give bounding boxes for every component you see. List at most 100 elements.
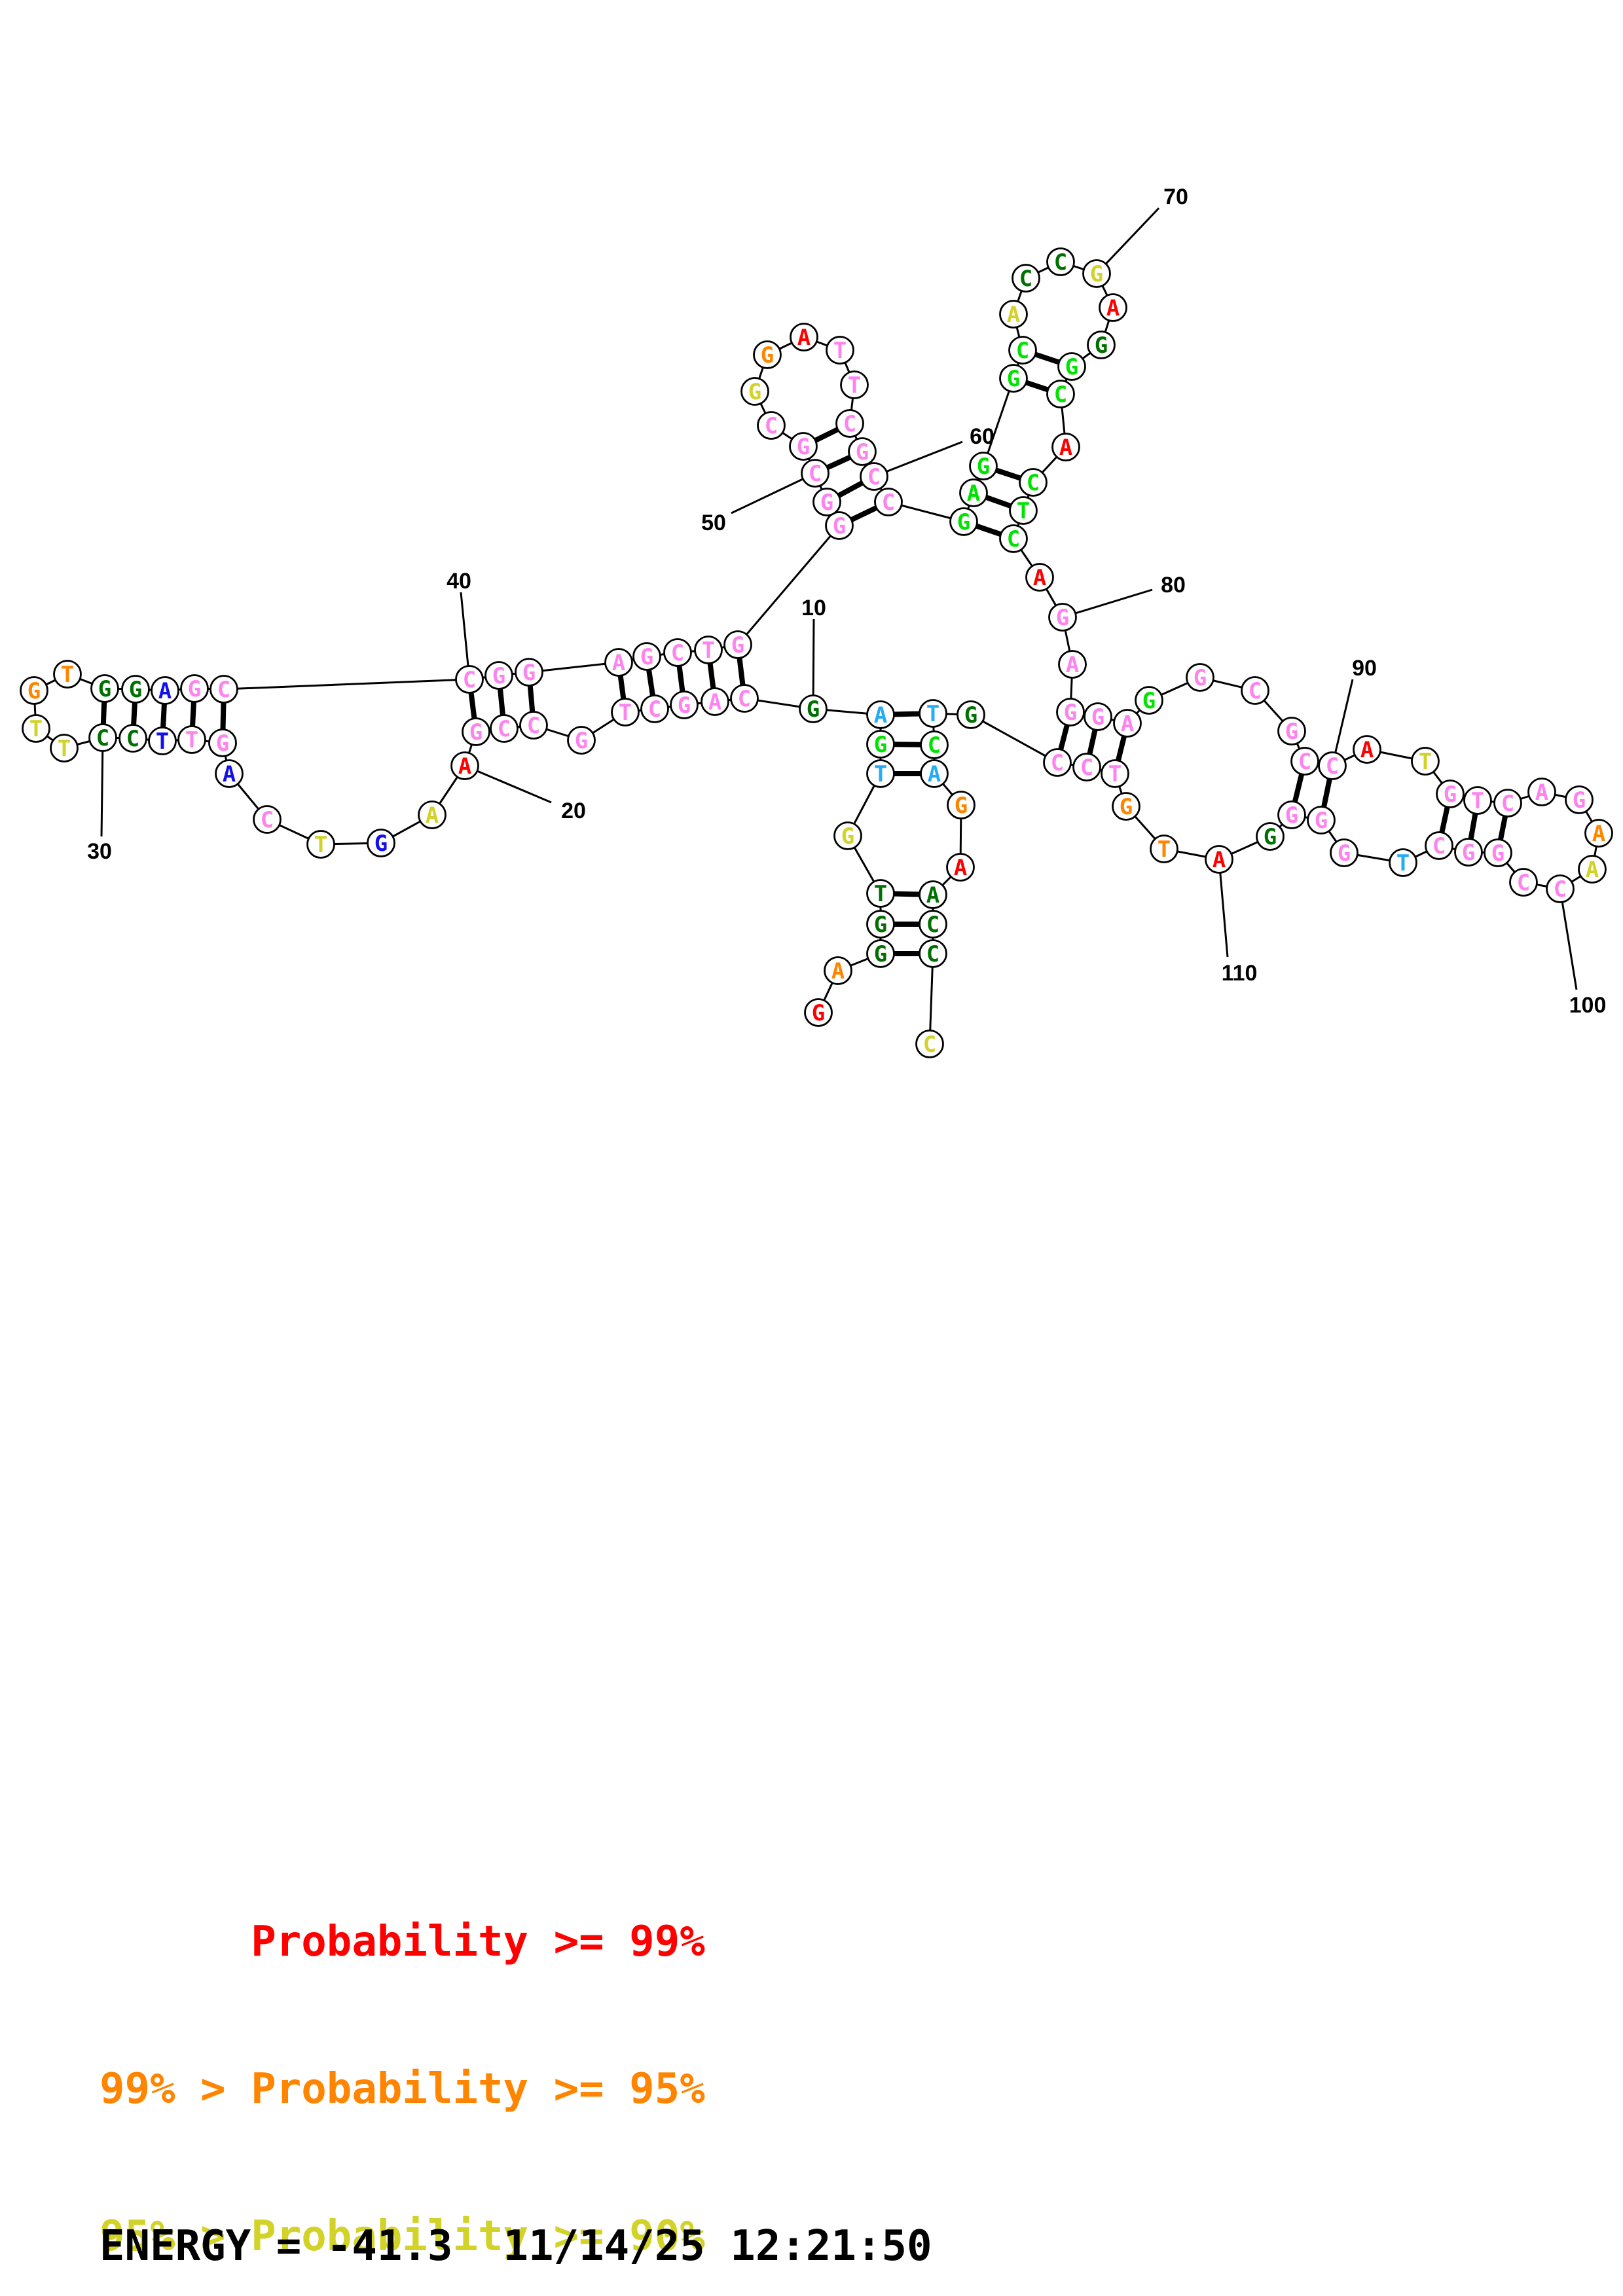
nucleotide-79: A <box>1025 563 1054 592</box>
nucleotide-base-letter: A <box>708 689 721 715</box>
nucleotide-80: G <box>1048 603 1077 632</box>
nucleotide-circle <box>20 676 48 705</box>
nucleotide-2: A <box>824 956 852 985</box>
nucleotide-circle <box>915 1030 944 1058</box>
nucleotide-circle <box>1307 806 1336 834</box>
nucleotide-circle <box>1012 264 1040 293</box>
nucleotide-89: C <box>1290 747 1319 776</box>
nucleotide-base-letter: C <box>527 713 540 739</box>
nucleotide-26: G <box>208 728 237 757</box>
nucleotide-circle <box>632 642 661 671</box>
nucleotide-circle <box>1008 336 1037 365</box>
nucleotide-base-letter: G <box>1142 688 1156 714</box>
nucleotide-circle <box>740 377 769 406</box>
nucleotide-base-letter: C <box>1054 249 1067 276</box>
label-leader-line <box>1331 679 1354 766</box>
nucleotide-51: G <box>789 432 818 461</box>
nucleotide-circle <box>1277 717 1306 745</box>
nucleotide-circle <box>919 910 947 939</box>
nucleotide-base-letter: T <box>314 832 327 858</box>
nucleotide-35: G <box>90 674 119 703</box>
nucleotide-61: C <box>874 488 903 516</box>
nucleotide-circle <box>1425 831 1453 860</box>
nucleotide-circle <box>835 409 864 438</box>
nucleotide-47: G <box>723 630 752 659</box>
nucleotide-circle <box>253 805 282 834</box>
nucleotide-circle <box>151 676 179 705</box>
nucleotide-base-letter: A <box>1535 780 1548 806</box>
nucleotide-28: T <box>148 726 177 755</box>
nucleotide-circle <box>119 724 147 753</box>
nucleotide-circle <box>515 658 543 687</box>
nucleotide-base-letter: G <box>27 678 41 704</box>
nucleotide-123: C <box>919 910 947 939</box>
nucleotide-base-letter: A <box>158 678 172 704</box>
nucleotide-base-letter: A <box>1592 821 1605 847</box>
nucleotide-circle <box>121 675 150 704</box>
nucleotide-23: T <box>306 830 335 859</box>
nucleotide-base-letter: A <box>223 761 236 787</box>
position-label-30: 30 <box>87 839 112 864</box>
nucleotide-112: G <box>1112 792 1140 821</box>
backbone-segment <box>982 378 1015 467</box>
nucleotide-circle <box>866 759 895 788</box>
nucleotide-circle <box>455 665 484 694</box>
nucleotide-circle <box>490 714 519 743</box>
nucleotide-circle <box>866 939 895 968</box>
nucleotide-base-letter: T <box>1158 836 1171 863</box>
backbone-segment <box>970 713 1058 764</box>
nucleotide-base-letter: A <box>1106 295 1120 321</box>
nucleotide-3: G <box>866 939 895 968</box>
nucleotide-65: G <box>999 364 1028 393</box>
nucleotide-circle <box>999 524 1028 553</box>
nucleotide-circle <box>1578 855 1607 884</box>
nucleotide-60: C <box>860 462 888 491</box>
nucleotide-circle <box>418 800 447 829</box>
nucleotide-7: T <box>866 759 895 788</box>
nucleotide-base-letter: G <box>1285 719 1298 745</box>
nucleotide-base-letter: G <box>575 728 588 754</box>
nucleotide-base-letter: T <box>185 727 198 753</box>
nucleotide-circle <box>999 300 1028 329</box>
nucleotide-29: C <box>119 724 147 753</box>
nucleotide-circle <box>1584 819 1613 848</box>
nucleotide-base-letter: C <box>843 411 856 437</box>
nucleotide-circle <box>1057 352 1086 381</box>
nucleotide-44: G <box>632 642 661 671</box>
nucleotide-53: G <box>740 377 769 406</box>
nucleotide-circle <box>1241 676 1269 705</box>
position-label-60: 60 <box>970 424 994 449</box>
nucleotide-circle <box>799 694 828 723</box>
nucleotide-17: C <box>519 711 548 740</box>
nucleotide-base-letter: C <box>1027 470 1040 496</box>
nucleotide-39: C <box>210 675 238 704</box>
nucleotide-50: C <box>801 459 830 488</box>
nucleotide-circle <box>723 630 752 659</box>
legend-row-1: Probability >= 99% <box>100 1918 705 1966</box>
nucleotide-base-letter: G <box>1064 700 1077 726</box>
nucleotide-circle <box>1112 792 1140 821</box>
nucleotide-base-letter: G <box>492 663 505 689</box>
nucleotide-base-letter: A <box>1121 711 1134 737</box>
nucleotide-circle <box>1019 468 1048 497</box>
nucleotide-118: C <box>920 730 949 759</box>
nucleotide-base-letter: A <box>1007 302 1020 328</box>
nucleotide-circle <box>663 638 692 667</box>
nucleotide-circle <box>694 636 723 664</box>
nucleotide-circle <box>1484 838 1512 867</box>
nucleotide-base-letter: C <box>809 461 822 487</box>
nucleotide-base-letter: A <box>458 753 471 780</box>
nucleotide-13: G <box>670 691 699 719</box>
nucleotide-base-letter: G <box>469 719 483 745</box>
nucleotide-92: T <box>1411 747 1440 776</box>
nucleotide-91: A <box>1353 735 1381 764</box>
nucleotide-circle <box>1277 800 1306 829</box>
nucleotide-87: C <box>1241 676 1269 705</box>
nucleotide-circle <box>450 751 479 780</box>
nucleotide-circle <box>840 370 869 399</box>
nucleotide-41: G <box>484 661 513 690</box>
nucleotide-base-letter: C <box>498 716 511 742</box>
nucleotide-base-letter: G <box>678 692 691 719</box>
nucleotide-67: A <box>999 300 1028 329</box>
